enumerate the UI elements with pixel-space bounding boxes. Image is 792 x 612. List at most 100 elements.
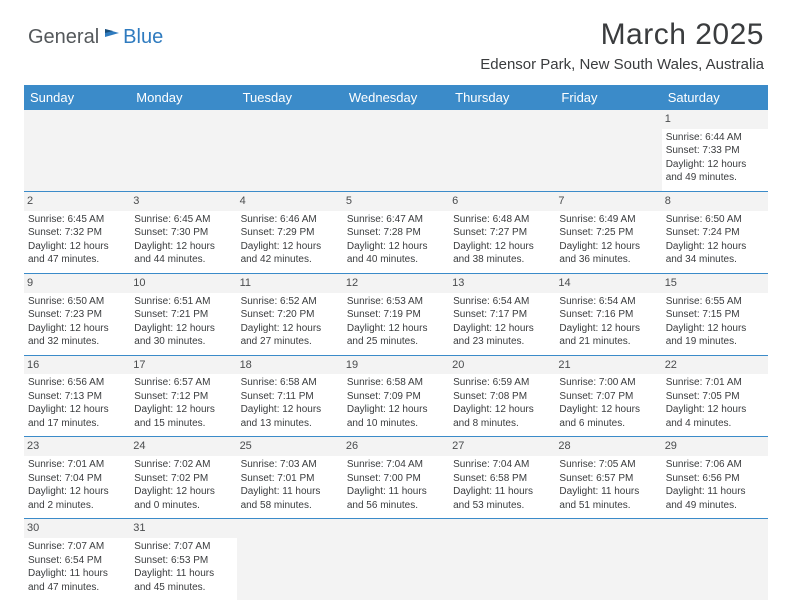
empty-cell xyxy=(555,519,661,600)
day-number: 1 xyxy=(662,110,768,129)
day-cell: 22Sunrise: 7:01 AMSunset: 7:05 PMDayligh… xyxy=(662,355,768,437)
day-number: 14 xyxy=(555,274,661,293)
daylight-line-1: Daylight: 12 hours xyxy=(241,240,339,254)
daylight-line-2: and 27 minutes. xyxy=(241,335,339,349)
day-cell: 18Sunrise: 6:58 AMSunset: 7:11 PMDayligh… xyxy=(237,355,343,437)
sunset-line: Sunset: 7:01 PM xyxy=(241,472,339,486)
daylight-line-2: and 49 minutes. xyxy=(666,499,764,513)
day-number: 27 xyxy=(449,437,555,456)
calendar-row: 16Sunrise: 6:56 AMSunset: 7:13 PMDayligh… xyxy=(24,355,768,437)
daylight-line-2: and 47 minutes. xyxy=(28,581,126,595)
sunrise-line: Sunrise: 6:44 AM xyxy=(666,131,764,145)
daylight-line-1: Daylight: 11 hours xyxy=(134,567,232,581)
sunrise-line: Sunrise: 6:50 AM xyxy=(28,295,126,309)
day-header-monday: Monday xyxy=(130,85,236,110)
sunset-line: Sunset: 6:53 PM xyxy=(134,554,232,568)
day-header-friday: Friday xyxy=(555,85,661,110)
sunset-line: Sunset: 7:23 PM xyxy=(28,308,126,322)
day-header-thursday: Thursday xyxy=(449,85,555,110)
title-block: March 2025 Edensor Park, New South Wales… xyxy=(480,18,764,73)
day-cell: 8Sunrise: 6:50 AMSunset: 7:24 PMDaylight… xyxy=(662,191,768,273)
day-cell: 27Sunrise: 7:04 AMSunset: 6:58 PMDayligh… xyxy=(449,437,555,519)
sunrise-line: Sunrise: 6:55 AM xyxy=(666,295,764,309)
calendar-row: 2Sunrise: 6:45 AMSunset: 7:32 PMDaylight… xyxy=(24,191,768,273)
sunset-line: Sunset: 7:13 PM xyxy=(28,390,126,404)
day-number: 19 xyxy=(343,356,449,375)
calendar-row: 30Sunrise: 7:07 AMSunset: 6:54 PMDayligh… xyxy=(24,519,768,600)
daylight-line-1: Daylight: 12 hours xyxy=(241,403,339,417)
daylight-line-1: Daylight: 12 hours xyxy=(453,403,551,417)
daylight-line-2: and 38 minutes. xyxy=(453,253,551,267)
sunrise-line: Sunrise: 6:50 AM xyxy=(666,213,764,227)
sunrise-line: Sunrise: 6:52 AM xyxy=(241,295,339,309)
empty-cell xyxy=(555,110,661,191)
day-cell: 2Sunrise: 6:45 AMSunset: 7:32 PMDaylight… xyxy=(24,191,130,273)
daylight-line-2: and 34 minutes. xyxy=(666,253,764,267)
sunrise-line: Sunrise: 7:00 AM xyxy=(559,376,657,390)
day-number: 8 xyxy=(662,192,768,211)
daylight-line-2: and 53 minutes. xyxy=(453,499,551,513)
sunset-line: Sunset: 7:04 PM xyxy=(28,472,126,486)
sunset-line: Sunset: 7:30 PM xyxy=(134,226,232,240)
sunrise-line: Sunrise: 7:04 AM xyxy=(347,458,445,472)
daylight-line-2: and 51 minutes. xyxy=(559,499,657,513)
sunrise-line: Sunrise: 6:45 AM xyxy=(134,213,232,227)
header: General Blue March 2025 Edensor Park, Ne… xyxy=(0,0,792,77)
daylight-line-1: Daylight: 12 hours xyxy=(28,322,126,336)
day-cell: 6Sunrise: 6:48 AMSunset: 7:27 PMDaylight… xyxy=(449,191,555,273)
sunrise-line: Sunrise: 6:48 AM xyxy=(453,213,551,227)
sunrise-line: Sunrise: 6:47 AM xyxy=(347,213,445,227)
day-header-wednesday: Wednesday xyxy=(343,85,449,110)
day-number: 24 xyxy=(130,437,236,456)
daylight-line-2: and 58 minutes. xyxy=(241,499,339,513)
daylight-line-1: Daylight: 12 hours xyxy=(559,240,657,254)
day-header-row: Sunday Monday Tuesday Wednesday Thursday… xyxy=(24,85,768,110)
daylight-line-2: and 47 minutes. xyxy=(28,253,126,267)
daylight-line-1: Daylight: 12 hours xyxy=(134,322,232,336)
sunset-line: Sunset: 7:00 PM xyxy=(347,472,445,486)
sunset-line: Sunset: 7:09 PM xyxy=(347,390,445,404)
sunrise-line: Sunrise: 7:01 AM xyxy=(666,376,764,390)
sunset-line: Sunset: 7:02 PM xyxy=(134,472,232,486)
day-cell: 12Sunrise: 6:53 AMSunset: 7:19 PMDayligh… xyxy=(343,273,449,355)
day-number: 26 xyxy=(343,437,449,456)
flag-icon xyxy=(103,27,121,43)
daylight-line-2: and 2 minutes. xyxy=(28,499,126,513)
sunrise-line: Sunrise: 6:54 AM xyxy=(453,295,551,309)
daylight-line-1: Daylight: 12 hours xyxy=(134,240,232,254)
daylight-line-1: Daylight: 12 hours xyxy=(347,322,445,336)
daylight-line-2: and 17 minutes. xyxy=(28,417,126,431)
sunrise-line: Sunrise: 7:03 AM xyxy=(241,458,339,472)
empty-cell xyxy=(662,519,768,600)
daylight-line-2: and 25 minutes. xyxy=(347,335,445,349)
daylight-line-1: Daylight: 12 hours xyxy=(134,485,232,499)
daylight-line-2: and 0 minutes. xyxy=(134,499,232,513)
day-number: 2 xyxy=(24,192,130,211)
daylight-line-1: Daylight: 12 hours xyxy=(28,485,126,499)
day-cell: 15Sunrise: 6:55 AMSunset: 7:15 PMDayligh… xyxy=(662,273,768,355)
daylight-line-1: Daylight: 12 hours xyxy=(134,403,232,417)
daylight-line-1: Daylight: 11 hours xyxy=(28,567,126,581)
day-cell: 13Sunrise: 6:54 AMSunset: 7:17 PMDayligh… xyxy=(449,273,555,355)
day-header-saturday: Saturday xyxy=(662,85,768,110)
day-cell: 26Sunrise: 7:04 AMSunset: 7:00 PMDayligh… xyxy=(343,437,449,519)
sunset-line: Sunset: 7:28 PM xyxy=(347,226,445,240)
daylight-line-1: Daylight: 11 hours xyxy=(559,485,657,499)
sunset-line: Sunset: 7:07 PM xyxy=(559,390,657,404)
calendar-row: 1Sunrise: 6:44 AMSunset: 7:33 PMDaylight… xyxy=(24,110,768,191)
sunset-line: Sunset: 6:57 PM xyxy=(559,472,657,486)
sunset-line: Sunset: 7:20 PM xyxy=(241,308,339,322)
sunrise-line: Sunrise: 6:45 AM xyxy=(28,213,126,227)
daylight-line-2: and 44 minutes. xyxy=(134,253,232,267)
sunset-line: Sunset: 7:16 PM xyxy=(559,308,657,322)
sunrise-line: Sunrise: 6:57 AM xyxy=(134,376,232,390)
sunrise-line: Sunrise: 6:53 AM xyxy=(347,295,445,309)
calendar-row: 23Sunrise: 7:01 AMSunset: 7:04 PMDayligh… xyxy=(24,437,768,519)
day-number: 10 xyxy=(130,274,236,293)
day-number: 13 xyxy=(449,274,555,293)
empty-cell xyxy=(130,110,236,191)
day-number: 25 xyxy=(237,437,343,456)
sunset-line: Sunset: 7:21 PM xyxy=(134,308,232,322)
daylight-line-2: and 49 minutes. xyxy=(666,171,764,185)
daylight-line-1: Daylight: 12 hours xyxy=(559,403,657,417)
